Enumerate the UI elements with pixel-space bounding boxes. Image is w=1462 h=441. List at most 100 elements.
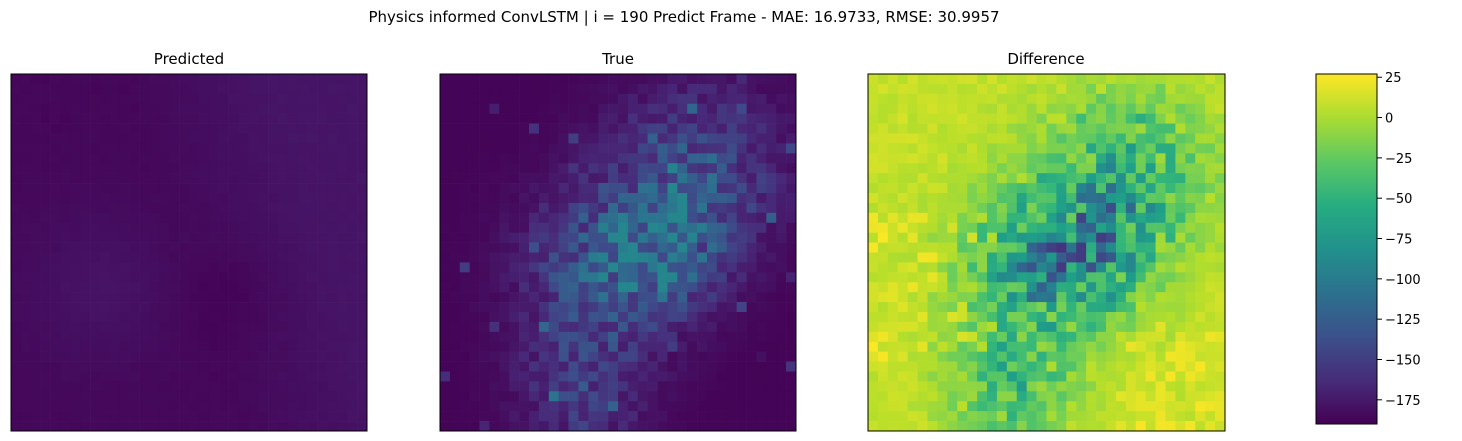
predicted-cell: [198, 272, 210, 283]
predicted-cell: [258, 113, 269, 124]
true-cell: [509, 232, 520, 243]
difference-cell: [957, 401, 968, 412]
difference-cell: [1036, 153, 1047, 164]
true-cell: [588, 202, 599, 214]
difference-cell: [1076, 381, 1087, 392]
difference-cell: [1036, 83, 1047, 95]
true-cell: [449, 153, 461, 164]
predicted-cell: [357, 262, 368, 273]
difference-cell: [1195, 381, 1206, 392]
difference-cell: [1205, 163, 1216, 174]
difference-cell: [1185, 421, 1196, 432]
difference-cell: [1135, 312, 1146, 323]
difference-cell: [1036, 292, 1047, 303]
predicted-cell: [208, 312, 219, 323]
true-cell: [558, 163, 569, 174]
difference-cell: [947, 272, 958, 283]
predicted-cell: [189, 153, 200, 164]
predicted-cell: [337, 183, 348, 194]
predicted-cell: [317, 212, 328, 224]
predicted-cell: [268, 292, 279, 303]
true-cell: [440, 163, 451, 174]
predicted-cell: [317, 222, 328, 233]
true-cell: [598, 421, 609, 432]
difference-cell: [907, 302, 918, 313]
predicted-cell: [307, 401, 318, 412]
difference-cell: [1205, 411, 1216, 422]
true-cell: [509, 421, 520, 432]
difference-cell: [1205, 351, 1216, 362]
true-cell: [637, 83, 648, 95]
predicted-cell: [238, 341, 249, 352]
true-cell: [538, 421, 550, 432]
true-cell: [687, 183, 698, 194]
difference-cell: [1076, 321, 1087, 333]
difference-cell: [1086, 282, 1097, 293]
difference-cell: [957, 272, 968, 283]
difference-cell: [947, 222, 958, 233]
difference-cell: [967, 193, 978, 204]
predicted-cell: [30, 421, 41, 432]
difference-cell: [1175, 242, 1186, 253]
difference-cell: [1195, 222, 1206, 233]
difference-cell: [927, 312, 938, 323]
difference-cell: [1006, 401, 1018, 412]
predicted-cell: [287, 312, 299, 323]
true-cell: [538, 83, 550, 95]
true-cell: [449, 103, 461, 114]
predicted-cell: [70, 312, 81, 323]
true-cell: [459, 153, 470, 164]
predicted-cell: [109, 193, 121, 204]
true-cell: [716, 163, 728, 174]
difference-cell: [1006, 302, 1018, 313]
predicted-cell: [40, 341, 51, 352]
predicted-cell: [11, 252, 22, 263]
difference-cell: [1185, 401, 1196, 412]
predicted-cell: [70, 252, 81, 263]
true-cell: [578, 411, 589, 422]
true-cell: [499, 331, 510, 343]
true-cell: [657, 133, 668, 144]
predicted-cell: [228, 351, 239, 362]
difference-cell: [1076, 183, 1087, 194]
true-cell: [657, 411, 668, 422]
true-cell: [746, 341, 757, 352]
predicted-cell: [218, 173, 229, 184]
true-cell: [469, 74, 480, 85]
predicted-cell: [109, 133, 121, 144]
true-cell: [618, 292, 629, 303]
difference-cell: [957, 421, 968, 432]
difference-cell: [1145, 173, 1156, 184]
predicted-cell: [70, 74, 81, 85]
difference-cell: [917, 83, 928, 95]
predicted-cell: [139, 391, 150, 402]
predicted-cell: [317, 351, 328, 362]
predicted-cell: [70, 421, 81, 432]
true-cell: [687, 411, 698, 422]
predicted-cell: [357, 341, 368, 352]
predicted-cell: [60, 212, 71, 224]
predicted-cell: [129, 321, 140, 333]
true-cell: [716, 282, 728, 293]
true-cell: [756, 282, 767, 293]
difference-cell: [877, 391, 889, 402]
difference-cell: [1076, 74, 1087, 85]
difference-cell: [1175, 212, 1186, 224]
predicted-cell: [90, 341, 101, 352]
predicted-cell: [198, 401, 210, 412]
difference-cell: [868, 282, 879, 293]
predicted-cell: [248, 93, 259, 105]
predicted-cell: [268, 163, 279, 174]
predicted-cell: [80, 411, 91, 422]
predicted-cell: [307, 341, 318, 352]
predicted-cell: [60, 123, 71, 134]
predicted-cell: [109, 113, 121, 124]
predicted-cell: [109, 292, 121, 303]
predicted-cell: [327, 242, 338, 253]
difference-cell: [1006, 272, 1018, 283]
predicted-cell: [228, 292, 239, 303]
difference-cell: [897, 163, 908, 174]
difference-cell: [1145, 163, 1156, 174]
true-cell: [786, 143, 797, 154]
true-cell: [687, 312, 698, 323]
